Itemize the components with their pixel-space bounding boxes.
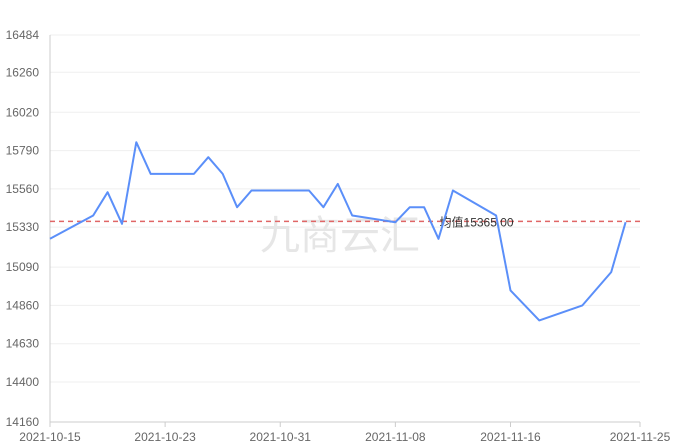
data-point[interactable] [393,220,398,225]
x-tick-label: 2021-11-08 [365,430,426,444]
data-point[interactable] [422,205,427,210]
data-point[interactable] [249,188,254,193]
data-point[interactable] [508,288,513,293]
y-tick-label: 14630 [6,337,40,351]
x-tick-label: 2021-11-16 [480,430,541,444]
series-line [49,141,627,322]
y-tick-label: 15090 [6,260,40,274]
data-point[interactable] [436,236,441,241]
data-point[interactable] [335,181,340,186]
x-tick-label: 2021-10-31 [250,430,312,444]
data-point[interactable] [148,171,153,176]
grid-lines [50,34,640,423]
y-tick-label: 15790 [6,144,40,158]
x-axis: 2021-10-15 2021-10-23 2021-10-31 2021-11-08… [19,35,671,444]
data-point[interactable] [494,213,499,218]
data-point[interactable] [91,213,96,218]
data-point[interactable] [48,236,53,241]
data-point[interactable] [321,205,326,210]
data-point[interactable] [220,171,225,176]
average-label: 均值15365.00 [440,214,514,229]
watermark: 九商云汇 [260,213,420,259]
series-group [48,140,628,323]
data-point[interactable] [235,205,240,210]
data-point[interactable] [191,171,196,176]
y-tick-label: 16020 [6,105,40,119]
data-point[interactable] [609,270,614,275]
data-point[interactable] [350,213,355,218]
y-axis-ticks: 14160 14400 14630 14860 15090 15330 15560 15790… [6,28,40,429]
y-tick-label: 14400 [6,375,40,389]
data-point[interactable] [450,188,455,193]
data-point[interactable] [307,188,312,193]
y-tick-label: 14860 [6,298,40,312]
data-point[interactable] [119,221,124,226]
y-tick-label: 15330 [6,220,40,234]
data-point[interactable] [580,303,585,308]
x-tick-label: 2021-11-25 [610,430,671,444]
x-tick-label: 2021-10-15 [19,430,81,444]
y-tick-label: 16260 [6,65,40,79]
y-tick-label: 14160 [6,415,40,429]
data-point[interactable] [134,140,139,145]
x-tick-label: 2021-10-23 [134,430,196,444]
data-point[interactable] [623,220,628,225]
data-point[interactable] [206,155,211,160]
y-tick-label: 15560 [6,182,40,196]
y-tick-label: 16484 [6,28,40,42]
data-point[interactable] [537,318,542,323]
data-point[interactable] [105,190,110,195]
data-point[interactable] [407,205,412,210]
